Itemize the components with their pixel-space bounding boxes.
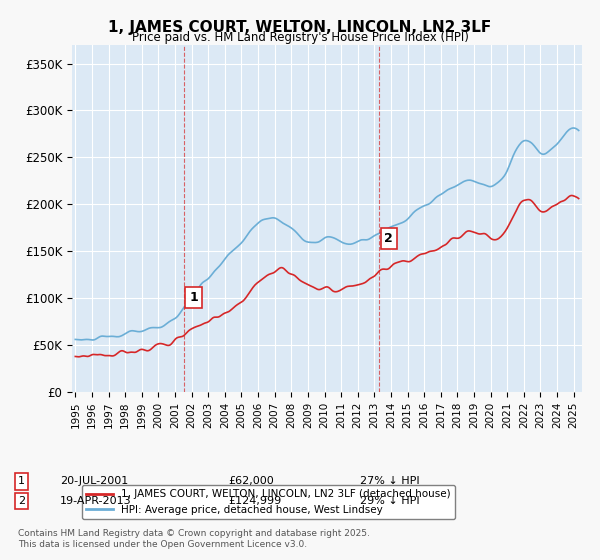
Text: 2: 2 (385, 232, 393, 245)
Text: 1: 1 (18, 477, 25, 487)
Text: 2: 2 (18, 496, 25, 506)
Text: Contains HM Land Registry data © Crown copyright and database right 2025.
This d: Contains HM Land Registry data © Crown c… (18, 529, 370, 549)
Text: £124,999: £124,999 (228, 496, 281, 506)
Text: £62,000: £62,000 (228, 477, 274, 487)
Legend: 1, JAMES COURT, WELTON, LINCOLN, LN2 3LF (detached house), HPI: Average price, d: 1, JAMES COURT, WELTON, LINCOLN, LN2 3LF… (82, 485, 455, 519)
Text: 1: 1 (189, 291, 198, 304)
Text: Price paid vs. HM Land Registry's House Price Index (HPI): Price paid vs. HM Land Registry's House … (131, 31, 469, 44)
Text: 19-APR-2013: 19-APR-2013 (60, 496, 131, 506)
Text: 1, JAMES COURT, WELTON, LINCOLN, LN2 3LF: 1, JAMES COURT, WELTON, LINCOLN, LN2 3LF (109, 20, 491, 35)
Text: 27% ↓ HPI: 27% ↓ HPI (360, 477, 419, 487)
Text: 20-JUL-2001: 20-JUL-2001 (60, 477, 128, 487)
Text: 29% ↓ HPI: 29% ↓ HPI (360, 496, 419, 506)
